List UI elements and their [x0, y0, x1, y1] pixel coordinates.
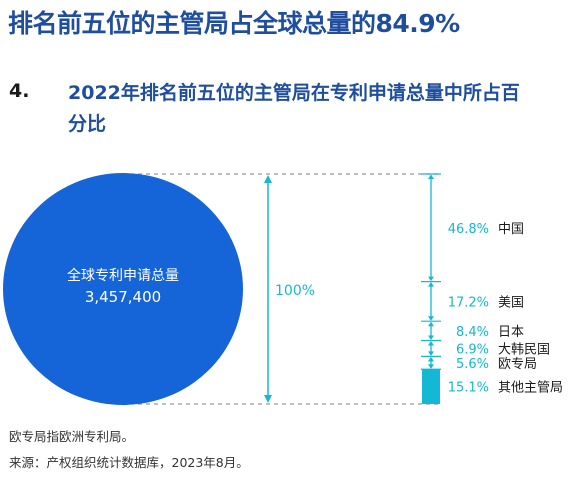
figure-title: 2022年排名前五位的主管局在专利申请总量中所占百分比 — [68, 82, 520, 135]
segment-name-5: 其他主管局 — [498, 381, 563, 396]
segment-percent-0: 46.8% — [448, 222, 489, 237]
segment-head-bottom-2 — [428, 335, 434, 341]
segment-name-2: 日本 — [498, 325, 524, 340]
segment-head-top-2 — [428, 321, 434, 327]
global-total-circle — [3, 173, 243, 405]
figure-number: 4. — [9, 80, 30, 102]
total-arrow-head-bottom — [264, 395, 272, 403]
segment-head-top-3 — [428, 341, 434, 346]
segment-percent-2: 8.4% — [456, 325, 489, 340]
segment-name-0: 中国 — [498, 222, 524, 237]
segment-4: 5.6% 欧专局 — [421, 357, 537, 372]
segment-head-bottom-3 — [428, 351, 434, 356]
segment-bar-5 — [422, 369, 440, 404]
segment-percent-5: 15.1% — [448, 381, 489, 396]
segment-name-3: 大韩民国 — [498, 342, 550, 357]
segment-percent-1: 17.2% — [448, 295, 489, 310]
segment-head-top-0 — [428, 174, 434, 179]
total-arrow — [264, 175, 272, 403]
segment-2: 8.4% 日本 — [421, 321, 524, 342]
segment-5: 15.1% 其他主管局 — [422, 369, 563, 404]
circle-value: 3,457,400 — [85, 288, 161, 306]
source-note: 来源：产权组织统计数据库，2023年8月。 — [9, 455, 249, 470]
segment-1: 17.2% 美国 — [421, 282, 524, 322]
dashed-guides — [122, 173, 440, 405]
segment-0: 46.8% 中国 — [421, 173, 524, 283]
segment-head-top-1 — [428, 282, 434, 287]
segment-name-4: 欧专局 — [498, 357, 537, 372]
page-headline: 排名前五位的主管局占全球总量的84.9% — [8, 9, 460, 38]
segment-name-1: 美国 — [498, 295, 524, 310]
segment-head-bottom-1 — [428, 316, 434, 321]
segment-head-bottom-4 — [428, 364, 434, 369]
total-label: 100% — [275, 283, 315, 299]
segment-head-bottom-0 — [428, 276, 434, 282]
segment-head-top-4 — [428, 356, 434, 362]
segment-percent-3: 6.9% — [456, 342, 489, 357]
circle-label: 全球专利申请总量 — [67, 267, 179, 284]
footnote: 欧专局指欧洲专利局。 — [9, 429, 135, 444]
segment-percent-4: 5.6% — [456, 357, 489, 372]
total-arrow-head-top — [264, 175, 272, 183]
segment-3: 6.9% 大韩民国 — [421, 341, 550, 357]
